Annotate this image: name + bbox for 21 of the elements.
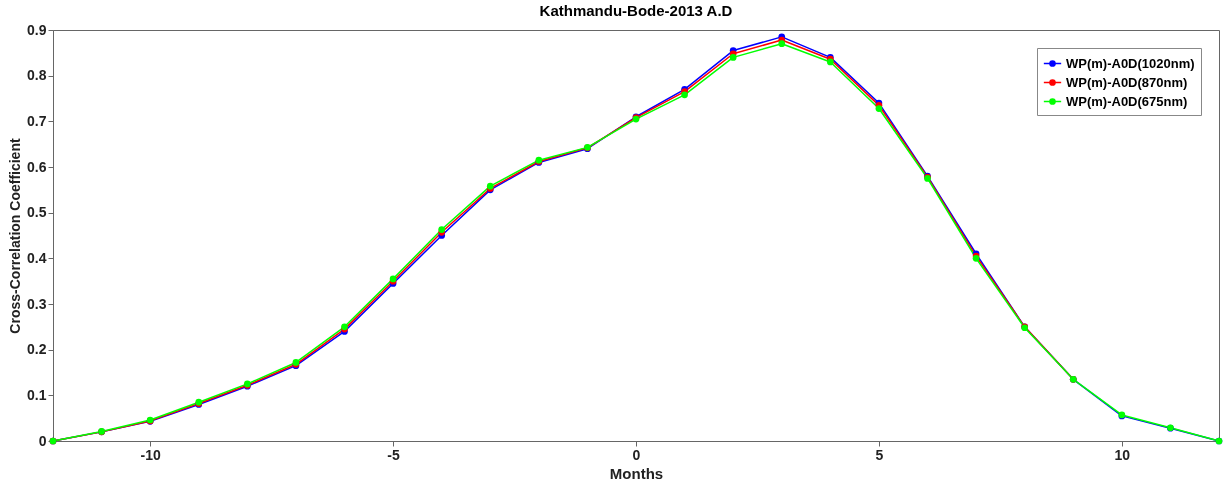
y-tick-label: 0.2 (27, 341, 47, 358)
x-tick-label: 10 (1114, 446, 1131, 463)
x-axis-title: Months (609, 464, 664, 482)
y-tick-label: 0.4 (27, 249, 47, 266)
y-tick-label: 0.5 (27, 204, 47, 221)
y-axis-title: Cross-Correlation Coefficient (7, 138, 24, 334)
chart-title: Kathmandu-Bode-2013 A.D (539, 2, 733, 19)
y-tick-label: 0.1 (27, 386, 47, 403)
y-tick-label: 0.7 (27, 112, 47, 129)
y-tick-label: 0.6 (27, 158, 47, 175)
y-tick-label: 0.8 (27, 67, 47, 84)
legend-label: WP(m)-A0D(1020nm) (1066, 55, 1195, 71)
y-tick-label: 0 (38, 432, 47, 449)
x-tick-label: 0 (632, 446, 641, 463)
x-tick-label: -10 (140, 446, 161, 463)
x-tick-label: 5 (875, 446, 884, 463)
legend-label: WP(m)-A0D(675nm) (1066, 93, 1188, 109)
legend-label: WP(m)-A0D(870nm) (1066, 74, 1188, 90)
y-tick-label: 0.9 (27, 21, 47, 38)
x-tick-label: -5 (387, 446, 401, 463)
y-tick-label: 0.3 (27, 295, 47, 312)
